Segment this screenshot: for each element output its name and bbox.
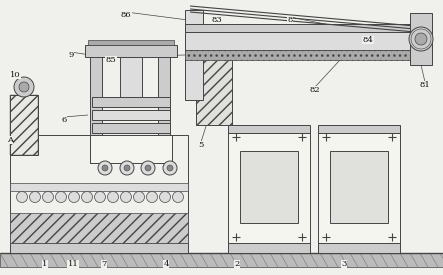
Circle shape [19, 82, 29, 92]
Text: 85: 85 [105, 56, 117, 64]
Bar [10, 135, 188, 243]
Text: A: A [7, 136, 13, 144]
Circle shape [145, 165, 151, 171]
Bar [92, 110, 170, 120]
Bar [92, 123, 170, 133]
Circle shape [108, 191, 118, 202]
Text: 81: 81 [420, 81, 431, 89]
Bar [330, 151, 388, 223]
Circle shape [133, 191, 144, 202]
Circle shape [43, 191, 54, 202]
Text: 7: 7 [101, 260, 107, 268]
Circle shape [141, 161, 155, 175]
Bar [120, 57, 142, 97]
Text: 6: 6 [62, 116, 66, 124]
Bar [410, 13, 432, 65]
Bar [228, 133, 310, 243]
Bar [240, 151, 298, 223]
Text: 10: 10 [10, 71, 20, 79]
Circle shape [82, 191, 93, 202]
Bar [0, 253, 443, 267]
Circle shape [120, 161, 134, 175]
Bar [228, 241, 310, 253]
Text: 82: 82 [310, 86, 320, 94]
Circle shape [172, 191, 183, 202]
Text: 2: 2 [234, 260, 240, 268]
Bar [185, 32, 415, 50]
Circle shape [120, 191, 132, 202]
Circle shape [55, 191, 66, 202]
Text: 3: 3 [341, 260, 347, 268]
Bar [158, 55, 170, 163]
Circle shape [147, 191, 158, 202]
Text: 86: 86 [120, 11, 131, 19]
Circle shape [409, 27, 433, 51]
Text: 84: 84 [362, 36, 373, 44]
Text: 9: 9 [68, 51, 74, 59]
Bar [318, 125, 400, 133]
Bar [318, 133, 400, 243]
Bar [90, 135, 172, 163]
Circle shape [94, 191, 105, 202]
Circle shape [69, 191, 79, 202]
Bar [85, 45, 177, 57]
Text: 4: 4 [163, 260, 169, 268]
Circle shape [159, 191, 171, 202]
Circle shape [102, 165, 108, 171]
Bar [90, 55, 102, 163]
Circle shape [98, 161, 112, 175]
Bar [10, 95, 38, 155]
Circle shape [30, 191, 40, 202]
Text: 11: 11 [68, 260, 78, 268]
Circle shape [124, 165, 130, 171]
Bar [185, 24, 415, 32]
Bar [196, 57, 232, 125]
Bar [88, 40, 174, 45]
Circle shape [167, 165, 173, 171]
Text: 8: 8 [288, 16, 293, 24]
Bar [21, 87, 27, 95]
Bar [10, 243, 188, 253]
Bar [92, 97, 170, 107]
Bar [10, 95, 38, 155]
Text: 5: 5 [198, 141, 204, 149]
Bar [318, 241, 400, 253]
Bar [10, 183, 188, 191]
Bar [228, 125, 310, 133]
Circle shape [415, 33, 427, 45]
Text: 83: 83 [212, 16, 222, 24]
Circle shape [16, 191, 27, 202]
Circle shape [14, 77, 34, 97]
Text: 1: 1 [43, 260, 48, 268]
Circle shape [163, 161, 177, 175]
Bar [185, 50, 415, 60]
Bar [10, 213, 188, 243]
Bar [185, 10, 203, 100]
